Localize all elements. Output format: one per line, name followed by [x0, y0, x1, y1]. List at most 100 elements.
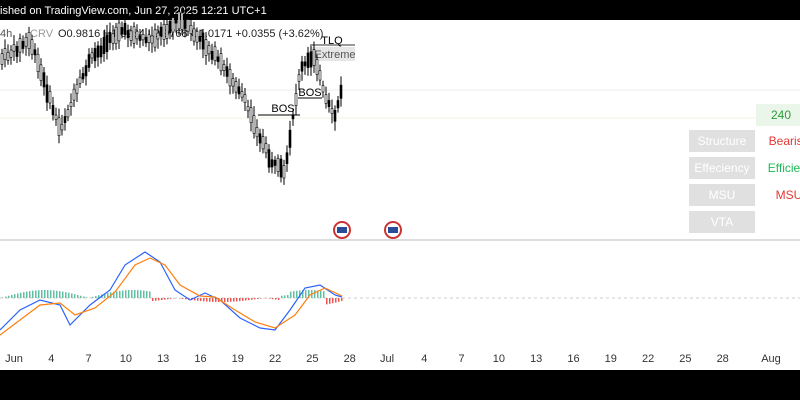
candle-body: [327, 100, 331, 107]
hist-bar: [59, 291, 61, 298]
candle-body: [288, 129, 292, 148]
hist-bar: [8, 295, 10, 298]
candle-body: [183, 19, 187, 29]
x-axis-label: 4: [421, 353, 427, 365]
hist-bar: [221, 298, 223, 302]
candle-body: [249, 107, 253, 124]
candle-body: [168, 20, 172, 34]
x-axis-label: 25: [679, 353, 691, 365]
candle-body: [213, 46, 217, 61]
hist-bar: [230, 298, 232, 302]
hist-bar: [17, 293, 19, 298]
candle-body: [192, 28, 196, 42]
x-axis-label: 16: [567, 353, 579, 365]
x-axis-label: 28: [344, 353, 356, 365]
candle-body: [93, 48, 97, 62]
hist-bar: [116, 291, 118, 298]
hist-bar: [20, 292, 22, 298]
x-axis-label: 13: [530, 353, 542, 365]
hist-bar: [134, 290, 136, 298]
price-cell: 240: [756, 104, 800, 126]
tlq-label: TLQ: [321, 35, 343, 47]
hist-bar: [104, 293, 106, 298]
table-value: Bearish: [759, 130, 800, 152]
candle-body: [57, 117, 61, 136]
x-axis-label: 10: [493, 353, 505, 365]
candle-body: [78, 76, 82, 84]
hist-bar: [35, 290, 37, 298]
candle-body: [177, 11, 181, 30]
extreme-label: Extreme: [315, 49, 356, 61]
x-axis-label: Jun: [5, 353, 23, 365]
hist-bar: [98, 295, 100, 298]
bottom-bar: [0, 370, 800, 400]
candle-body: [18, 38, 22, 53]
hist-bar: [323, 291, 325, 298]
candle-body: [120, 27, 124, 35]
hist-bar: [38, 290, 40, 298]
candle-body: [219, 53, 223, 72]
candle-body: [96, 45, 100, 58]
candle-body: [207, 45, 211, 55]
hist-bar: [125, 290, 127, 298]
candle-body: [63, 116, 67, 123]
hist-bar: [233, 298, 235, 302]
candle-body: [0, 53, 4, 65]
candle-body: [171, 17, 175, 33]
hist-bar: [200, 298, 202, 302]
hist-bar: [107, 292, 109, 298]
x-axis-label: 4: [48, 353, 54, 365]
hist-bar: [284, 295, 286, 298]
candle-body: [69, 102, 73, 108]
hist-bar: [68, 292, 70, 298]
candle-body: [150, 35, 154, 44]
x-axis-label: Jul: [380, 353, 394, 365]
hist-bar: [5, 296, 7, 298]
candle-body: [84, 65, 88, 77]
candle-body: [141, 34, 145, 41]
candle-body: [252, 115, 256, 134]
candle-body: [48, 90, 52, 104]
x-axis-label: 19: [232, 353, 244, 365]
hist-bar: [281, 295, 283, 298]
candle-body: [267, 149, 271, 168]
hist-bar: [227, 298, 229, 302]
hist-bar: [119, 290, 121, 298]
candle-body: [153, 29, 157, 48]
hist-bar: [320, 290, 322, 298]
candle-body: [336, 100, 340, 109]
candle-body: [138, 35, 142, 41]
hist-bar: [32, 290, 34, 298]
top-bar: [0, 0, 800, 20]
candle-body: [66, 109, 70, 118]
candle-body: [222, 64, 226, 71]
hist-bar: [80, 295, 82, 298]
candle-body: [99, 45, 103, 58]
candle-body: [285, 152, 289, 164]
hist-bar: [149, 291, 151, 298]
table-value: MSU: [759, 184, 800, 206]
macd-line: [0, 251, 343, 331]
hist-bar: [242, 298, 244, 301]
candle-body: [90, 52, 94, 59]
candle-body: [216, 56, 220, 62]
hist-bar: [161, 298, 163, 301]
candle-body: [12, 44, 16, 52]
hist-bar: [332, 298, 334, 304]
hist-bar: [23, 292, 25, 298]
hist-bar: [92, 296, 94, 298]
hist-bar: [128, 290, 130, 298]
candle-body: [81, 73, 85, 80]
candle-body: [102, 36, 106, 54]
candle-body: [144, 36, 148, 44]
bos-label: BOS: [271, 103, 294, 115]
candle-body: [39, 64, 43, 81]
hist-bar: [167, 298, 169, 300]
hist-bar: [272, 298, 274, 300]
hist-bar: [137, 290, 139, 298]
hist-bar: [146, 290, 148, 298]
x-axis-label: 22: [269, 353, 281, 365]
candle-body: [210, 50, 214, 60]
candle-body: [303, 61, 307, 67]
hist-bar: [215, 298, 217, 302]
